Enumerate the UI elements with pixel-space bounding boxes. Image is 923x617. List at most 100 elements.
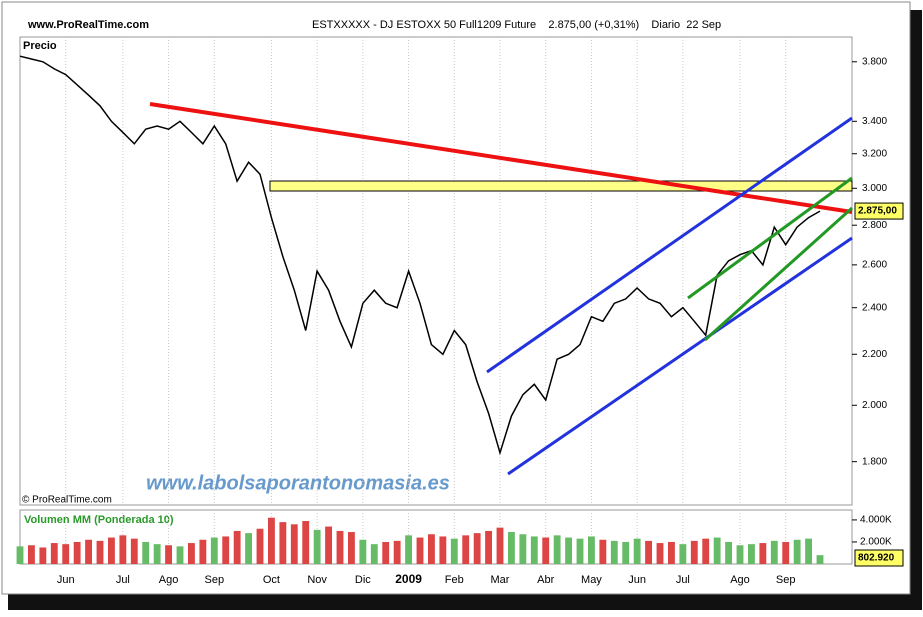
volume-bar [96,540,104,564]
volume-bar [245,533,252,564]
y-tick-label: 3.400 [862,116,887,127]
x-tick-label: Jul [116,574,130,586]
volume-bar [805,538,812,564]
x-tick-label: 2009 [395,572,422,586]
channel-line [703,206,854,342]
channel-line [486,116,853,374]
site: www.ProRealTime.com [27,19,149,31]
volume-bar [176,546,184,564]
y-tick-label: 2.400 [862,302,887,313]
copyright: © ProRealTime.com [22,495,112,506]
volume-bar [359,539,367,564]
volume-bar [485,530,492,564]
volume-bar [370,544,378,564]
volume-bar [142,541,150,564]
volume-bar [16,546,24,564]
volume-bar [130,538,138,564]
y-tick-label: 2.000 [862,400,887,411]
y-tick-label: 2.000K [860,537,892,548]
price-line [19,55,821,456]
volume-bar [759,543,767,564]
x-tick-label: May [581,574,602,586]
y-tick-label: 1.800 [862,456,887,467]
volume-bar [633,538,641,564]
volume-bar [748,544,755,564]
x-tick-label: Sep [204,574,224,586]
volume-bar [222,536,230,564]
volume-bar [302,521,310,564]
last-price-box [854,202,904,220]
trend-line [149,102,853,214]
volume-bar [313,529,321,564]
y-tick-label: 3.200 [862,148,887,159]
volume-bar [576,538,584,564]
volume-bar [188,543,195,564]
volume-bar [256,528,264,564]
x-tick-label: Sep [776,574,796,586]
x-tick-label: Ago [159,574,179,586]
volume-bar [496,527,504,564]
volume-bar [736,545,744,564]
volume-bar [73,541,81,564]
volume-bar [382,541,390,564]
volume-bar [462,535,470,564]
x-tick-label: Ago [730,574,750,586]
volume-title: Volumen MM (Ponderada 10) [24,514,174,526]
volume-bar [782,541,790,564]
volume-bar [542,537,550,564]
volume-bar [565,537,572,564]
volume-bar [405,535,412,564]
volume-bar [645,540,652,564]
volume-bar [679,544,687,564]
x-tick-label: Jul [676,574,690,586]
volume-bar [268,517,275,564]
x-tick-label: Feb [445,574,464,586]
volume-bar [28,545,35,564]
y-tick-label: 3.800 [862,56,887,67]
volume-bar [62,544,70,564]
x-tick-label: Nov [307,574,327,586]
volume-bar [233,530,241,564]
volume-bar [473,533,481,564]
volume-bar [519,534,527,564]
volume-bar [290,524,298,564]
x-tick-label: Dic [355,574,371,586]
volume-bar [428,534,435,564]
volume-bar [348,532,355,564]
volume-bar [588,536,595,564]
volume-bar [656,543,664,564]
volume-bar [108,537,115,564]
channel-line [507,236,853,476]
x-tick-label: Oct [263,574,280,586]
plot-layer [16,37,824,564]
volume-bar [770,540,778,564]
x-tick-label: Abr [537,574,554,586]
x-tick-label: Jun [57,574,75,586]
volume-bar [416,537,424,564]
last-volume-label: 802.920 [858,553,895,564]
volume-bar [393,540,401,564]
volume-bar [153,544,161,564]
y-tick-label: 2.800 [862,220,887,231]
volume-bar [610,540,618,564]
volume-bar [119,535,127,564]
resistance-zone [269,180,853,192]
volume-bar [816,555,824,564]
volume-bar [793,539,801,564]
volume-bar [439,536,447,564]
y-tick-label: 3.000 [862,183,887,194]
x-tick-label: Jun [628,574,646,586]
volume-bar [690,540,698,564]
volume-bar [713,537,721,564]
volume-bar [599,539,607,564]
volume-bar [165,545,172,564]
y-tick-label: 2.600 [862,260,887,271]
volume-bar [85,539,92,564]
y-tick-label: 2.200 [862,349,887,360]
volume-bar [530,536,538,564]
watermark: www.labolsaporantonomasia.es [146,472,450,494]
volume-bar [336,530,344,564]
volume-bar [199,539,207,564]
x-tick-label: Mar [491,574,510,586]
